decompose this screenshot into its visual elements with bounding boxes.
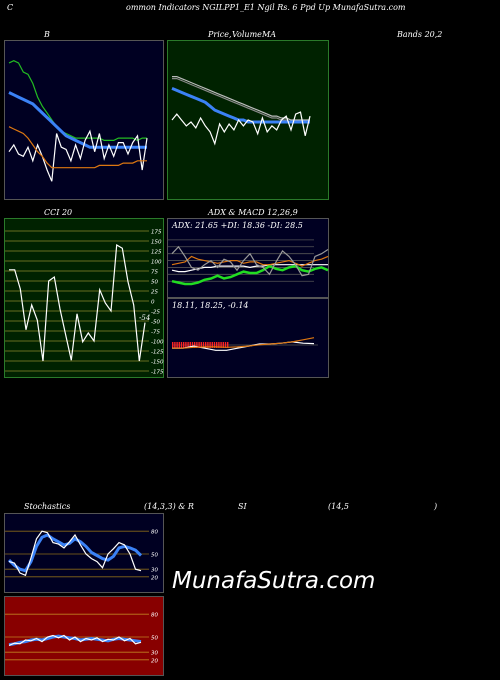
stochastics-tick-label-3: 20 [151,575,158,581]
macd-values: 18.11, 18.25, -0.14 [172,301,249,310]
cci-tick-label-9: -50 [151,320,160,326]
macd-panel: 18.11, 18.25, -0.14 [167,298,329,378]
stochastics-tick-label-1: 50 [151,553,158,559]
macd-histogram-bar-3 [178,342,180,348]
macd-series-1 [172,337,315,349]
rsi-series-1 [8,634,142,646]
cci-tick-label-1: 150 [151,240,162,246]
rsi-tick-label-3: 20 [151,658,158,664]
cci-tick-label-2: 125 [151,250,162,256]
stoch-label-c: SI [238,502,247,511]
bollinger-series-2 [8,129,148,182]
price-ma-panel [167,40,329,200]
macd-histogram-bar-18 [211,342,213,348]
macd-histogram-bar-17 [209,342,211,348]
adx-series-2 [171,255,329,267]
cci-series-0 [9,244,146,362]
macd-histogram-bar-8 [189,342,191,348]
rsi-tick-label-2: 30 [151,651,158,657]
cci-current-value: -54 [139,314,150,322]
chart-title: ommon Indicators NGILPP1_E1 Ngil Rs. 6 P… [126,3,406,12]
cci-plot: 175 150 125 100 75 50 25 0 -25 -50 -75 -100 -125 -150… [5,230,164,376]
stoch-label-b: (14,3,3) & R [144,502,194,511]
adx-series-3 [171,245,329,277]
cci-tick-label-0: 175 [151,230,162,236]
watermark: MunafaSutra.com [172,568,376,594]
macd-histogram-bar-5 [183,342,185,348]
cci-tick-label-12: -125 [151,350,164,356]
stochastics-series-0 [7,533,143,573]
stoch-label-a: Stochastics [24,502,71,511]
stochastics-tick-label-2: 30 [151,568,158,574]
stochastics-tick-label-0: 80 [151,530,158,536]
macd-histogram-bar-11 [196,342,198,348]
price-ma-plot [171,75,311,146]
title-prefix: C [7,3,14,12]
macd-histogram-bar-25 [227,342,229,348]
macd-histogram-bar-4 [180,342,183,348]
bollinger-series-0 [8,60,147,142]
cci-tick-label-13: -150 [151,360,164,366]
macd-histogram-bar-2 [176,342,178,348]
macd-histogram-bar-19 [213,342,216,348]
cci-label: CCI 20 [44,208,73,217]
macd-histogram-bar-12 [198,342,200,348]
adx-values: ADX: 21.65 +DI: 18.36 -DI: 28.5 [172,221,303,230]
cci-tick-label-4: 75 [151,270,158,276]
stoch-label-e: ) [434,502,438,511]
bands-label: Bands 20,2 [397,30,443,39]
price-label: Price, [208,30,232,39]
volume-label: Volume [232,30,262,39]
macd-histogram-bar-16 [207,342,209,348]
cci-tick-label-3: 100 [151,260,162,266]
rsi-panel: 80 50 30 20 [4,596,164,676]
cci-tick-label-11: -100 [151,340,164,346]
price-ma-series-1 [172,77,310,123]
adx-macd-label: ADX & MACD 12,26,9 [208,208,298,217]
macd-histogram-bar-10 [194,342,196,348]
bollinger-plot [8,60,148,182]
adx-plot [168,239,329,286]
bollinger-series-3 [8,126,147,169]
macd-histogram-bar-14 [202,342,205,348]
cci-tick-label-5: 50 [151,280,158,286]
cci-tick-label-6: 25 [151,290,158,296]
macd-histogram-bar-20 [216,342,218,348]
bb-label: B [44,30,50,39]
macd-histogram-bar-9 [191,342,194,348]
macd-histogram-bar-1 [174,342,176,348]
macd-histogram-bar-6 [185,342,187,348]
macd-histogram-bar-23 [222,342,224,348]
adx-series-1 [171,264,329,286]
cci-tick-label-10: -75 [151,330,160,336]
macd-histogram-bar-13 [200,342,202,348]
price-ma-series-2 [171,87,310,124]
adx-series-0 [171,264,328,273]
rsi-tick-label-0: 80 [151,613,158,619]
cci-tick-label-8: -25 [151,310,160,316]
bollinger-series-1 [8,91,147,149]
stochastics-panel: 80 50 30 20 [4,513,164,593]
cci-panel: 175 150 125 100 75 50 25 0 -25 -50 -75 -100 -125 -150… [4,218,164,378]
macd-histogram-bar-22 [220,342,222,348]
cci-tick-label-14: -175 [151,370,164,376]
macd-plot [172,337,318,351]
macd-histogram-bar-24 [224,342,227,348]
macd-histogram-bar-0 [172,342,174,348]
bollinger-panel [4,40,164,200]
price-ma-series-3 [171,111,311,146]
stoch-label-d: (14,5 [328,502,349,511]
cci-tick-label-7: 0 [151,300,155,306]
macd-histogram-bar-15 [205,342,207,348]
macd-histogram-bar-21 [218,342,220,348]
rsi-series-0 [8,634,142,647]
adx-panel: ADX: 21.65 +DI: 18.36 -DI: 28.5 [167,218,329,298]
macd-histogram-bar-7 [187,342,189,348]
ma-label: MA [262,30,276,39]
rsi-tick-label-1: 50 [151,636,158,642]
stochastics-series-1 [8,530,142,577]
